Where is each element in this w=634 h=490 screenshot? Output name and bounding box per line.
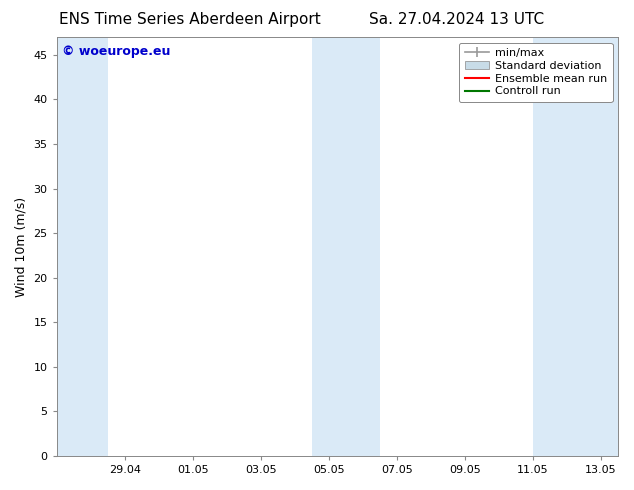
Text: © woeurope.eu: © woeurope.eu (62, 46, 171, 58)
Text: ENS Time Series Aberdeen Airport: ENS Time Series Aberdeen Airport (60, 12, 321, 27)
Y-axis label: Wind 10m (m/s): Wind 10m (m/s) (15, 196, 28, 296)
Bar (56, 37, 108, 456)
Legend: min/max, Standard deviation, Ensemble mean run, Controll run: min/max, Standard deviation, Ensemble me… (459, 43, 612, 102)
Text: Sa. 27.04.2024 13 UTC: Sa. 27.04.2024 13 UTC (369, 12, 544, 27)
Bar (533, 37, 618, 456)
Bar (312, 37, 380, 456)
